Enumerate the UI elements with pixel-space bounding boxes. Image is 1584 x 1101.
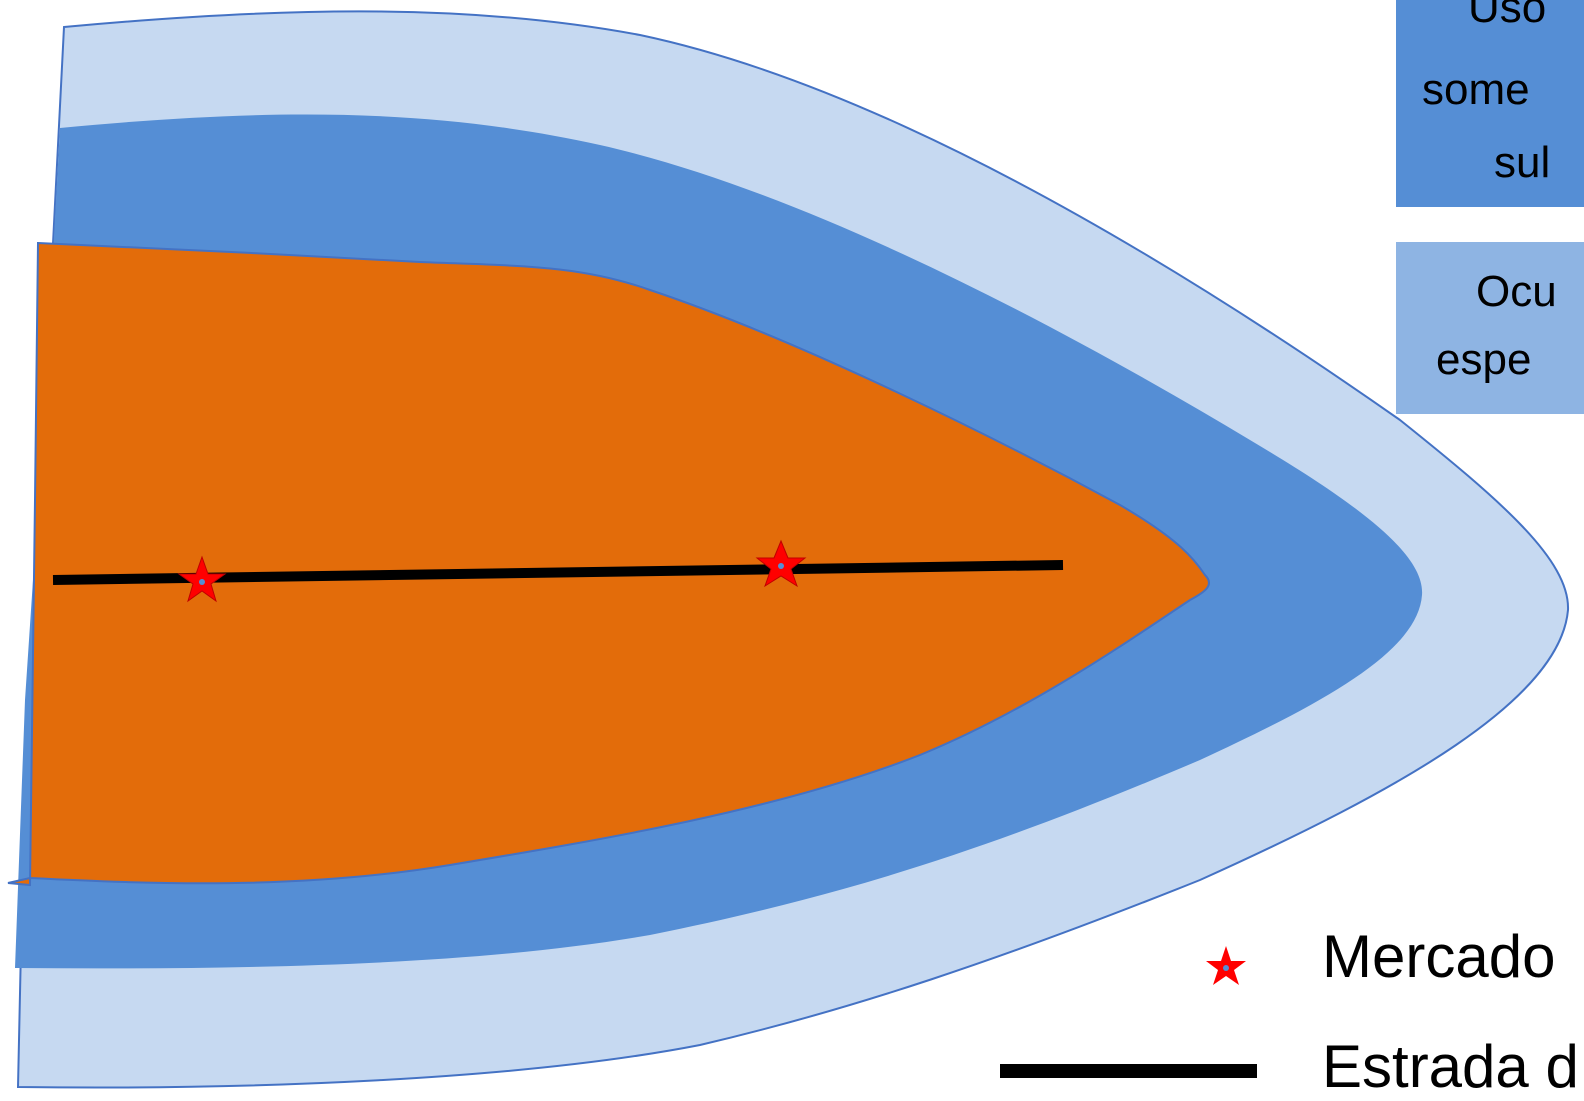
- road-line: [52, 560, 1064, 585]
- inner-zone: [7, 241, 1210, 887]
- legend-box-top-line-3: sul: [1494, 138, 1551, 187]
- legend-road-label: Estrada d: [1322, 1033, 1579, 1100]
- legend-box-top-line-1: Uso: [1468, 0, 1547, 32]
- legend-star-center: [1223, 965, 1229, 971]
- legend-box-top: Uso some sul: [1396, 0, 1584, 207]
- market-star-center: [778, 563, 784, 569]
- legend-box-middle: Ocu espe: [1396, 242, 1584, 414]
- legend-market-label: Mercado: [1322, 923, 1556, 990]
- legend-box-middle-line-1: Ocu: [1476, 267, 1557, 316]
- market-star-center: [199, 579, 205, 585]
- legend-box-top-line-2: some: [1422, 65, 1530, 114]
- legend-box-middle-line-2: espe: [1436, 335, 1532, 384]
